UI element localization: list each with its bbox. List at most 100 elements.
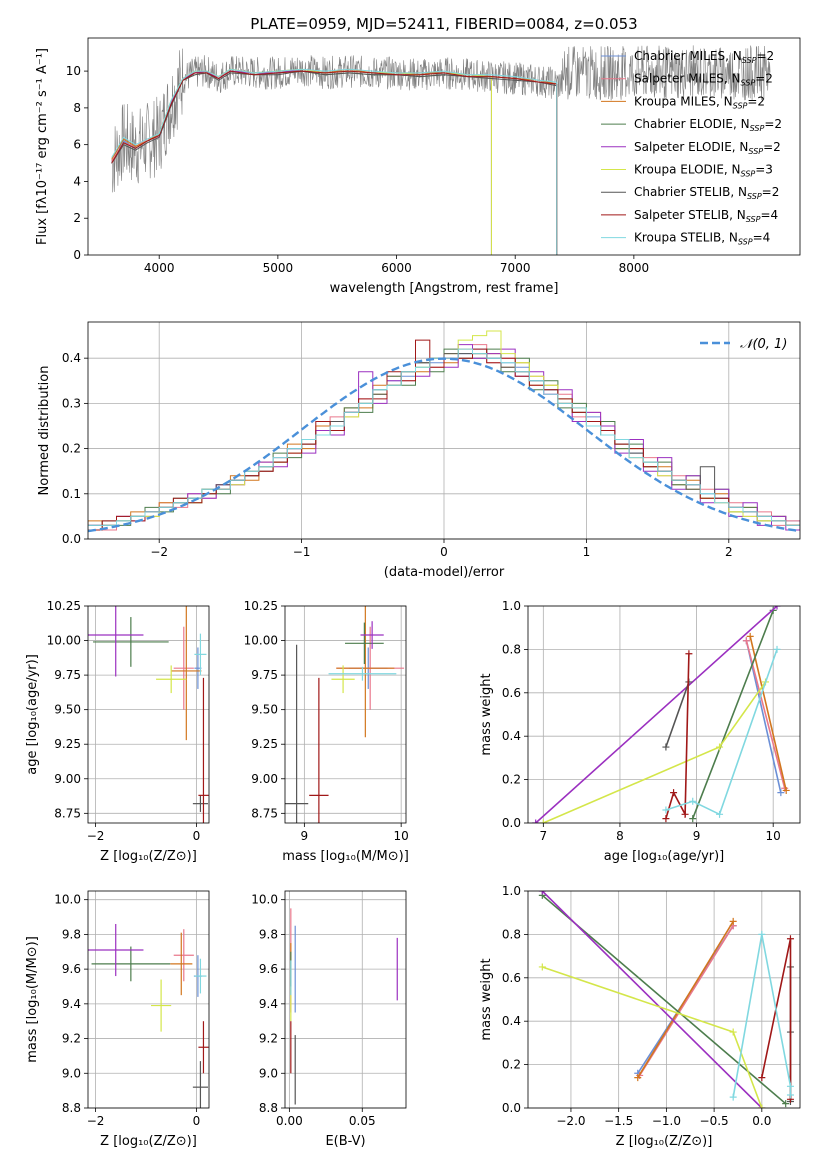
weight-marker-kroupa_stelib — [786, 1082, 794, 1090]
y-tick-label: 10.25 — [244, 599, 278, 613]
plot-frame — [284, 605, 407, 824]
weight-marker-chabrier_miles — [777, 789, 785, 797]
x-tick-label: −1 — [293, 545, 311, 559]
weight-marker-salpeter_stelib — [758, 1074, 766, 1082]
y-axis-label: Flux [fλ10⁻¹⁷ erg cm⁻² s⁻¹ A⁻¹] — [35, 48, 50, 245]
weight-line-kroupa_stelib — [665, 649, 778, 816]
hist-salpeter_miles — [88, 344, 800, 531]
x-tick-label: 8000 — [619, 261, 650, 275]
weight-line-kroupa_miles — [749, 636, 787, 791]
legend-label-salpeter_stelib: Salpeter STELIB, NSSP=4 — [634, 208, 778, 224]
x-tick-label: 4000 — [144, 261, 175, 275]
weight-line-salpeter_elodie — [535, 606, 778, 823]
y-tick-label: 9.4 — [62, 997, 81, 1011]
weight-line-salpeter_stelib — [761, 938, 792, 1100]
weight-marker-salpeter_elodie — [773, 606, 781, 610]
x-tick-label: 6000 — [381, 261, 412, 275]
x-tick-label: −2.0 — [556, 1114, 585, 1128]
y-tick-label: 9.25 — [54, 737, 81, 751]
y-tick-label: 0.0 — [502, 1101, 521, 1115]
hist-salpeter_stelib — [88, 339, 800, 531]
weight-line-kroupa_miles — [637, 920, 734, 1079]
y-tick-label: 9.0 — [62, 1066, 81, 1080]
legend: Chabrier MILES, NSSP=2 Salpeter MILES, NS… — [601, 49, 782, 247]
plot-area-mass_vs_ebv — [290, 908, 398, 1105]
y-tick-label: 1.0 — [502, 599, 521, 613]
plot-area-age_vs_mass — [285, 606, 405, 823]
weight-marker-salpeter_stelib — [670, 789, 678, 797]
x-tick-label: 7000 — [500, 261, 531, 275]
y-tick-label: 9.25 — [251, 737, 278, 751]
weight-marker-salpeter_stelib — [662, 815, 670, 823]
axes-weight_vs_age: 7 8 9 10 0.0 0.2 0.4 0.6 0.8 1.0 age [log₁₀(age/yr… — [479, 599, 801, 864]
x-axis-label: age [log₁₀(age/yr)] — [604, 849, 725, 864]
y-axis-label: mass weight — [479, 673, 494, 755]
weight-line-chabrier_stelib — [665, 681, 690, 748]
weight-marker-kroupa_elodie — [716, 743, 724, 751]
plot-area-weight_vs_age — [532, 606, 790, 823]
weight-marker-kroupa_stelib — [689, 797, 697, 805]
model-line-salpeter_stelib — [111, 70, 557, 164]
y-tick-label: 0.2 — [62, 442, 81, 456]
y-tick-label: 9.75 — [54, 668, 81, 682]
weight-marker-kroupa_elodie — [538, 963, 546, 971]
y-tick-label: 6 — [73, 138, 81, 152]
axes-age_vs_mass: 9 10 8.75 9.00 9.25 9.50 9.75 10.00 10.25 mass [l… — [244, 599, 409, 864]
weight-marker-salpeter_stelib — [685, 650, 693, 658]
legend-label-chabrier_stelib: Chabrier STELIB, NSSP=2 — [634, 185, 779, 201]
y-tick-label: 0.4 — [502, 729, 521, 743]
weight-line-kroupa_elodie — [542, 681, 767, 823]
plot-frame — [87, 37, 801, 256]
weight-marker-kroupa_miles — [634, 1074, 642, 1082]
x-tick-label: 5000 — [263, 261, 294, 275]
y-axis-label: mass weight — [479, 958, 494, 1040]
y-tick-label: 0.4 — [502, 1014, 521, 1028]
weight-marker-kroupa_elodie — [539, 819, 547, 823]
x-tick-label: 7 — [540, 829, 548, 843]
legend-label-kroupa_stelib: Kroupa STELIB, NSSP=4 — [634, 231, 770, 247]
weight-marker-chabrier_stelib — [662, 743, 670, 751]
normal-curve — [88, 357, 798, 533]
x-tick-label: 10 — [766, 829, 781, 843]
plot-frame — [87, 890, 210, 1109]
y-tick-label: 0.4 — [62, 351, 81, 365]
legend-label-salpeter_elodie: Salpeter ELODIE, NSSP=2 — [634, 140, 781, 156]
y-tick-label: 9.00 — [251, 772, 278, 786]
x-tick-label: −0.5 — [700, 1114, 729, 1128]
x-axis-label: wavelength [Angstrom, rest frame] — [330, 281, 559, 296]
x-tick-label: 0 — [193, 1114, 201, 1128]
y-tick-label: 0 — [73, 248, 81, 262]
weight-marker-kroupa_miles — [729, 917, 737, 925]
weight-line-salpeter_stelib — [665, 653, 690, 819]
weight-marker-kroupa_elodie — [758, 1104, 766, 1108]
y-tick-label: 10.00 — [47, 634, 81, 648]
plot-area-age_vs_Z — [88, 606, 209, 823]
y-tick-label: 8.75 — [54, 806, 81, 820]
weight-marker-kroupa_miles — [782, 786, 790, 794]
y-tick-label: 10.0 — [54, 893, 81, 907]
axes-mass_vs_ebv: 0.00 0.05 8.8 9.0 9.2 9.4 9.6 9.8 10.0 E(B-V) — [251, 890, 407, 1149]
weight-marker-kroupa_stelib — [716, 810, 724, 818]
plot-area-weight_vs_Z — [538, 891, 794, 1108]
y-tick-label: 9.8 — [62, 927, 81, 941]
x-axis-label: E(B-V) — [325, 1134, 365, 1149]
y-tick-label: 0.1 — [62, 487, 81, 501]
y-tick-label: 1.0 — [502, 884, 521, 898]
y-tick-label: 9.6 — [259, 962, 278, 976]
weight-marker-kroupa_stelib — [773, 645, 781, 653]
y-tick-label: 0.8 — [502, 642, 521, 656]
model-line-kroupa_stelib — [111, 68, 557, 158]
legend-label-chabrier_elodie: Chabrier ELODIE, NSSP=2 — [634, 117, 782, 133]
x-tick-label: 9 — [301, 829, 309, 843]
y-tick-label: 9.75 — [251, 668, 278, 682]
y-tick-label: 8 — [73, 101, 81, 115]
y-tick-label: 8.8 — [62, 1101, 81, 1115]
x-tick-label: −2 — [87, 829, 105, 843]
weight-line-chabrier_elodie — [691, 610, 774, 819]
x-axis-label: Z [log₁₀(Z/Z⊙)] — [100, 849, 197, 864]
x-tick-label: 10 — [394, 829, 409, 843]
y-tick-label: 0.8 — [502, 927, 521, 941]
x-tick-label: −2 — [150, 545, 168, 559]
x-axis-label: (data-model)/error — [384, 565, 505, 580]
